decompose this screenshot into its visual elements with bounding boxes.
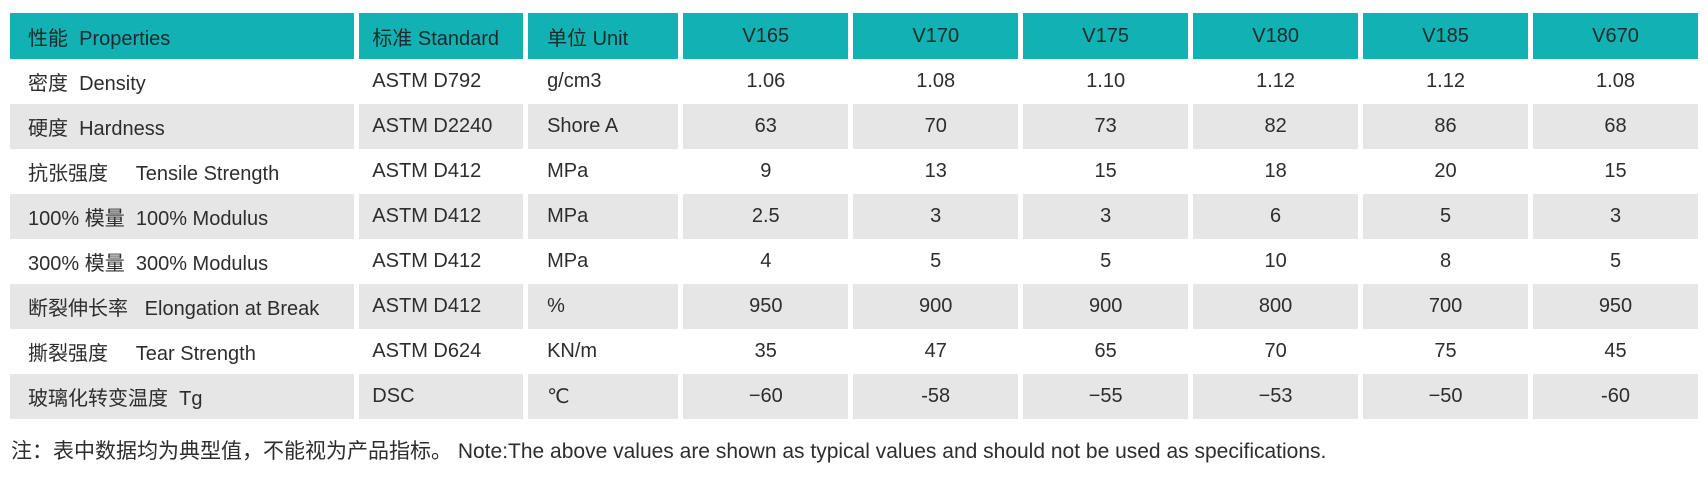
- value-cell: 4: [678, 239, 848, 284]
- col-header-v165: V165: [678, 13, 849, 59]
- value-cell: 13: [848, 149, 1018, 194]
- property-cell: 100% 模量 100% Modulus: [10, 194, 355, 239]
- value-cell: 3: [848, 194, 1019, 239]
- table-row-tear-strength: 撕裂强度 Tear Strength ASTM D624 KN/m 35 47 …: [10, 329, 1698, 374]
- col-header-v180: V180: [1188, 13, 1359, 59]
- property-cell: 密度 Density: [28, 73, 146, 95]
- value-cell: 5: [1018, 239, 1188, 284]
- unit-cell: ℃: [523, 374, 679, 419]
- value-cell: 1.12: [1358, 59, 1528, 104]
- table-row-300-modulus: 300% 模量 300% Modulus ASTM D412 MPa 4 5 5…: [10, 239, 1698, 284]
- value-cell: −60: [678, 374, 849, 419]
- value-cell: 73: [1018, 104, 1189, 149]
- value-cell: −53: [1188, 374, 1359, 419]
- properties-table: 性能 Properties 标准 Standard 单位 Unit V165 V…: [10, 13, 1698, 419]
- value-cell: 3: [1018, 194, 1189, 239]
- value-cell: 15: [1528, 149, 1698, 194]
- property-cell: 断裂伸长率 Elongation at Break: [10, 284, 355, 329]
- value-cell: 1.08: [848, 59, 1018, 104]
- property-cell: 抗张强度 Tensile Strength: [28, 163, 280, 185]
- value-cell: 700: [1358, 284, 1528, 329]
- value-cell: 15: [1018, 149, 1188, 194]
- value-cell: 5: [1358, 194, 1528, 239]
- value-cell: 82: [1188, 104, 1359, 149]
- col-header-v170: V170: [848, 13, 1019, 59]
- standard-cell: DSC: [354, 374, 524, 419]
- unit-cell: MPa: [523, 194, 679, 239]
- value-cell: 63: [678, 104, 849, 149]
- col-header-v175: V175: [1018, 13, 1189, 59]
- value-cell: 900: [848, 284, 1019, 329]
- col-header-v670: V670: [1528, 13, 1698, 59]
- value-cell: 800: [1188, 284, 1359, 329]
- unit-cell: KN/m: [523, 329, 678, 374]
- unit-cell: MPa: [523, 239, 678, 284]
- value-cell: -60: [1528, 374, 1698, 419]
- col-header-unit: 单位 Unit: [523, 13, 679, 59]
- col-header-v185: V185: [1358, 13, 1528, 59]
- value-cell: 2.5: [678, 194, 849, 239]
- value-cell: 5: [1528, 239, 1698, 284]
- table-row-density: 密度 Density ASTM D792 g/cm3 1.06 1.08 1.1…: [10, 59, 1698, 104]
- value-cell: 47: [848, 329, 1018, 374]
- value-cell: 86: [1358, 104, 1528, 149]
- property-cell: 硬度 Hardness: [10, 104, 355, 149]
- table-row-elongation: 断裂伸长率 Elongation at Break ASTM D412 % 95…: [10, 284, 1698, 329]
- value-cell: 45: [1528, 329, 1698, 374]
- unit-cell: %: [523, 284, 679, 329]
- unit-cell: g/cm3: [523, 59, 678, 104]
- value-cell: 18: [1188, 149, 1358, 194]
- unit-cell: MPa: [523, 149, 678, 194]
- value-cell: -58: [848, 374, 1019, 419]
- unit-cell: Shore A: [523, 104, 679, 149]
- standard-cell: ASTM D412: [354, 239, 523, 284]
- value-cell: 5: [848, 239, 1018, 284]
- standard-cell: ASTM D2240: [354, 104, 524, 149]
- value-cell: 70: [1188, 329, 1358, 374]
- value-cell: 1.12: [1188, 59, 1358, 104]
- value-cell: 65: [1018, 329, 1188, 374]
- value-cell: 3: [1528, 194, 1698, 239]
- standard-cell: ASTM D412: [354, 284, 524, 329]
- standard-cell: ASTM D412: [354, 149, 523, 194]
- value-cell: 9: [678, 149, 848, 194]
- footnote: 注：表中数据均为典型值，不能视为产品指标。 Note:The above val…: [11, 440, 1327, 463]
- table-row-tensile-strength: 抗张强度 Tensile Strength ASTM D412 MPa 9 13…: [10, 149, 1698, 194]
- value-cell: 950: [678, 284, 849, 329]
- value-cell: −50: [1358, 374, 1528, 419]
- table-row-hardness: 硬度 Hardness ASTM D2240 Shore A 63 70 73 …: [10, 104, 1698, 149]
- value-cell: 6: [1188, 194, 1359, 239]
- datasheet-page: 性能 Properties 标准 Standard 单位 Unit V165 V…: [10, 13, 1698, 463]
- header-row: 性能 Properties 标准 Standard 单位 Unit V165 V…: [10, 13, 1698, 59]
- value-cell: −55: [1018, 374, 1189, 419]
- value-cell: 20: [1358, 149, 1528, 194]
- property-cell: 撕裂强度 Tear Strength: [28, 343, 256, 365]
- col-header-standard: 标准 Standard: [354, 13, 524, 59]
- table-row-tg: 玻璃化转变温度 Tg DSC ℃ −60 -58 −55 −53 −50 -60: [10, 374, 1698, 419]
- standard-cell: ASTM D412: [354, 194, 524, 239]
- property-cell: 300% 模量 300% Modulus: [28, 253, 269, 275]
- value-cell: 900: [1018, 284, 1189, 329]
- value-cell: 68: [1528, 104, 1698, 149]
- standard-cell: ASTM D792: [354, 59, 523, 104]
- value-cell: 10: [1188, 239, 1358, 284]
- value-cell: 1.08: [1528, 59, 1698, 104]
- value-cell: 950: [1528, 284, 1698, 329]
- value-cell: 8: [1358, 239, 1528, 284]
- value-cell: 1.06: [678, 59, 848, 104]
- table-row-100-modulus: 100% 模量 100% Modulus ASTM D412 MPa 2.5 3…: [10, 194, 1698, 239]
- value-cell: 75: [1358, 329, 1528, 374]
- standard-cell: ASTM D624: [354, 329, 523, 374]
- value-cell: 35: [678, 329, 848, 374]
- col-header-properties: 性能 Properties: [10, 13, 355, 59]
- property-cell: 玻璃化转变温度 Tg: [10, 374, 355, 419]
- value-cell: 1.10: [1018, 59, 1188, 104]
- value-cell: 70: [848, 104, 1019, 149]
